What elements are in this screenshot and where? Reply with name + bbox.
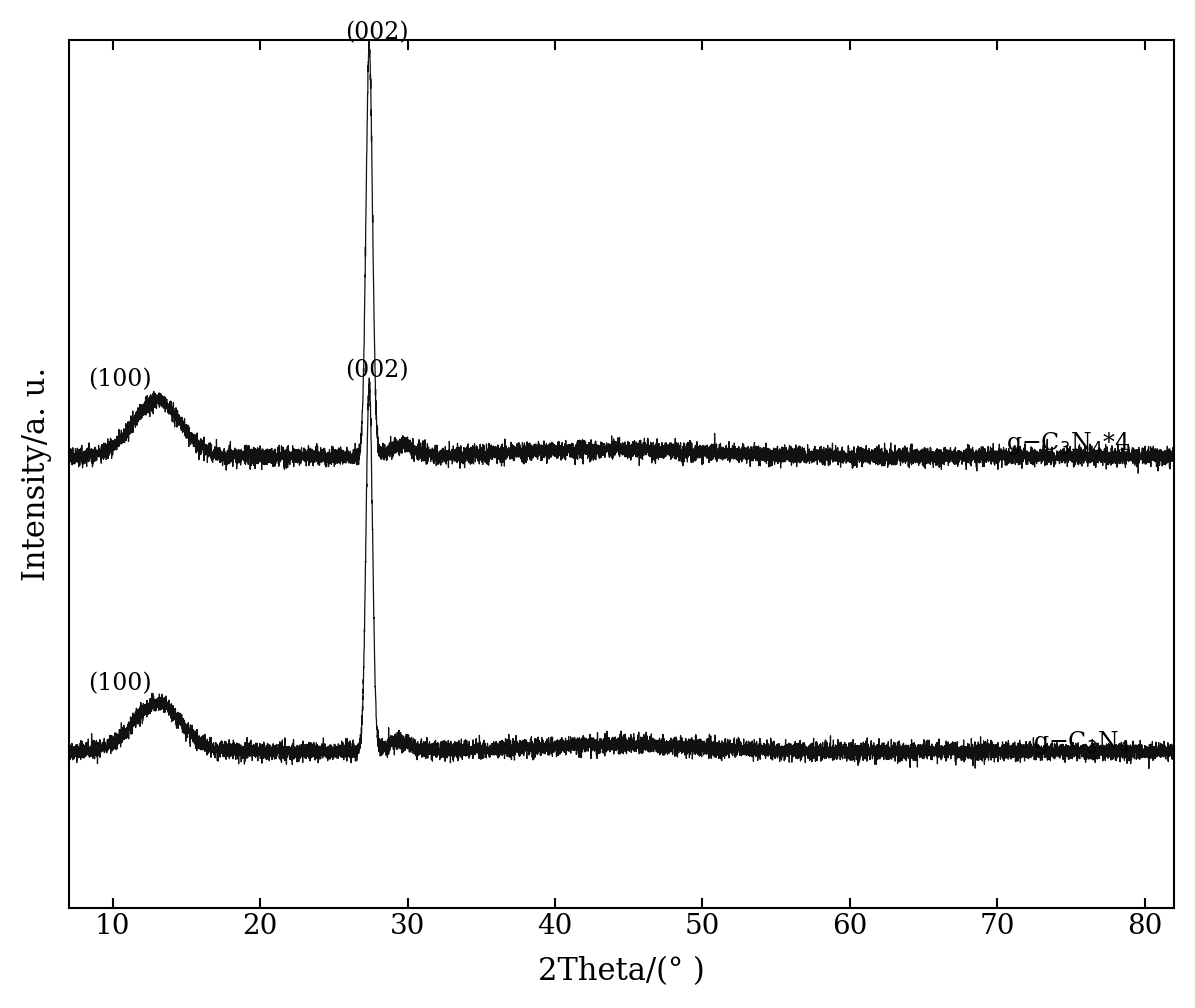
Text: (002): (002) xyxy=(345,360,409,383)
Text: (002): (002) xyxy=(345,21,409,44)
Text: g$-$C$_3$N$_4$: g$-$C$_3$N$_4$ xyxy=(1032,729,1130,756)
X-axis label: 2Theta/(° ): 2Theta/(° ) xyxy=(538,957,705,987)
Y-axis label: Intensity/a. u.: Intensity/a. u. xyxy=(20,367,51,581)
Text: (100): (100) xyxy=(88,368,152,391)
Text: (100): (100) xyxy=(88,672,152,696)
Text: g$-$C$_3$N$_4$*4: g$-$C$_3$N$_4$*4 xyxy=(1006,430,1130,457)
